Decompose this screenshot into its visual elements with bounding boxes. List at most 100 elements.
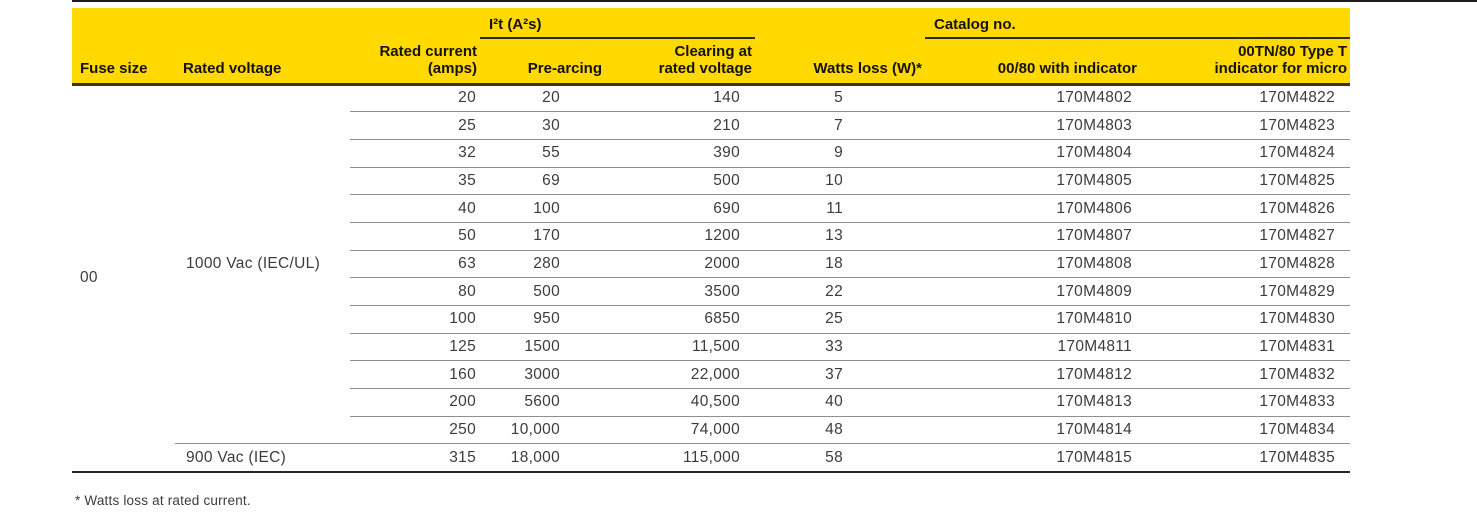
col-header-watts-loss: Watts loss (W)* — [755, 38, 925, 86]
data-cell: 9 — [755, 138, 925, 168]
data-cell: 690 — [605, 194, 755, 223]
data-cell: 2000 — [605, 249, 755, 278]
data-cell: 170M4824 — [1140, 138, 1351, 168]
table-row: 25 30 210 7 170M4803 170M4823 — [72, 111, 1351, 140]
data-cell: 48 — [755, 415, 925, 444]
group-header-spacer-left — [72, 8, 480, 38]
group-header-spacer-mid — [755, 8, 925, 38]
data-cell: 170M4830 — [1140, 305, 1351, 334]
table-row: 50 170 1200 13 170M4807 170M4827 — [72, 221, 1351, 251]
data-cell: 69 — [480, 166, 605, 195]
data-cell: 18 — [755, 249, 925, 278]
data-cell: 170M4806 — [925, 194, 1140, 223]
data-cell: 3500 — [605, 277, 755, 306]
data-cell: 10 — [755, 166, 925, 195]
col-header-clearing-line2: rated voltage — [658, 59, 752, 77]
data-cell: 80 — [350, 277, 480, 306]
data-cell: 500 — [605, 166, 755, 195]
table-row: 250 10,000 74,000 48 170M4814 170M4834 — [72, 415, 1351, 444]
table-row: 00 1000 Vac (IEC/UL) 20 20 140 5 170M4802 170M4… — [72, 84, 1350, 286]
data-cell: 390 — [605, 138, 755, 168]
data-cell: 315 — [350, 443, 480, 472]
col-header-catalog-type-t: 00TN/80 Type T indicator for micro — [1140, 38, 1351, 86]
data-cell: 3000 — [480, 360, 605, 389]
data-cell: 5600 — [480, 388, 605, 417]
data-cell: 170M4807 — [925, 221, 1140, 251]
data-cell: 170M4803 — [925, 111, 1140, 140]
data-cell: 22,000 — [605, 360, 755, 389]
data-cell: 170M4810 — [925, 305, 1140, 334]
data-cell: 170M4805 — [925, 166, 1140, 195]
data-cell: 210 — [605, 111, 755, 140]
table-row: 80 500 3500 22 170M4809 170M4829 — [72, 277, 1351, 306]
data-cell: 20 — [542, 89, 560, 107]
data-cell: 170 — [480, 221, 605, 251]
col-header-fuse-size: Fuse size — [72, 38, 175, 86]
data-cell: 170M4809 — [925, 277, 1140, 306]
table-row: 35 69 500 10 170M4805 170M4825 — [72, 166, 1351, 195]
table-row: 63 280 2000 18 170M4808 170M4828 — [72, 249, 1351, 278]
data-cell: 170M4822 — [1259, 89, 1336, 107]
table-row: 100 950 6850 25 170M4810 170M4830 — [72, 305, 1351, 334]
table-row: 160 3000 22,000 37 170M4812 170M4832 — [72, 360, 1351, 389]
data-cell: 1200 — [605, 221, 755, 251]
data-cell: 115,000 — [605, 443, 755, 472]
data-cell: 170M4813 — [925, 388, 1140, 417]
data-cell: 170M4825 — [1140, 166, 1351, 195]
data-cell: 170M4834 — [1140, 415, 1351, 444]
data-cell: 40 — [350, 194, 480, 223]
fuse-spec-table: I²t (A²s) Catalog no. Fuse size Rated vo… — [72, 8, 1351, 473]
data-cell: 100 — [480, 194, 605, 223]
col-header-pre-arcing: Pre-arcing — [480, 38, 605, 86]
table-row: 40 100 690 11 170M4806 170M4826 — [72, 194, 1351, 223]
table-row: 900 Vac (IEC) 315 18,000 115,000 58 170M4815 1… — [72, 443, 1351, 472]
fuse-spec-table-wrap: I²t (A²s) Catalog no. Fuse size Rated vo… — [72, 8, 1351, 473]
data-cell: 950 — [480, 305, 605, 334]
data-cell: 25 — [350, 111, 480, 140]
data-cell: 200 — [350, 388, 480, 417]
data-cell: 500 — [480, 277, 605, 306]
data-cell: 140 — [713, 89, 740, 107]
table-row: 200 5600 40,500 40 170M4813 170M4833 — [72, 388, 1351, 417]
data-cell: 18,000 — [480, 443, 605, 472]
data-cell: 280 — [480, 249, 605, 278]
data-cell: 170M4835 — [1140, 443, 1351, 472]
data-cell: 170M4829 — [1140, 277, 1351, 306]
data-cell: 30 — [480, 111, 605, 140]
data-cell: 170M4831 — [1140, 332, 1351, 361]
data-cell: 125 — [350, 332, 480, 361]
group-header-row: I²t (A²s) Catalog no. — [72, 8, 1351, 39]
data-cell: 170M4812 — [925, 360, 1140, 389]
col-header-catalog-indicator: 00/80 with indicator — [925, 38, 1140, 86]
data-cell: 32 — [350, 138, 480, 168]
data-cell: 40 — [755, 388, 925, 417]
data-cell: 63 — [350, 249, 480, 278]
data-cell: 170M4833 — [1140, 388, 1351, 417]
data-cell: 35 — [350, 166, 480, 195]
data-cell: 6850 — [605, 305, 755, 334]
col-header-clearing: Clearing at rated voltage — [605, 38, 755, 86]
data-cell: 20 — [458, 89, 476, 107]
data-cell: 170M4815 — [925, 443, 1140, 472]
data-cell: 33 — [755, 332, 925, 361]
data-cell: 5 — [834, 89, 843, 107]
fuse-size-value: 00 — [80, 269, 98, 287]
data-cell: 13 — [755, 221, 925, 251]
data-cell: 170M4811 — [925, 332, 1140, 361]
table-row: 125 1500 11,500 33 170M4811 170M4831 — [72, 332, 1351, 361]
page-top-rule — [72, 0, 1477, 2]
data-cell: 22 — [755, 277, 925, 306]
data-cell: 170M4823 — [1140, 111, 1351, 140]
col-header-rated-current-line2: (amps) — [427, 59, 477, 77]
data-cell: 160 — [350, 360, 480, 389]
data-cell: 58 — [755, 443, 925, 472]
col-header-catalog-type-t-line1: 00TN/80 Type T — [1238, 42, 1348, 60]
data-cell: 7 — [755, 111, 925, 140]
data-cell: 170M4826 — [1140, 194, 1351, 223]
data-cell: 37 — [755, 360, 925, 389]
col-header-rated-current-line1: Rated current — [379, 42, 477, 60]
data-cell: 25 — [755, 305, 925, 334]
data-cell: 1500 — [480, 332, 605, 361]
table-row: 32 55 390 9 170M4804 170M4824 — [72, 138, 1351, 168]
